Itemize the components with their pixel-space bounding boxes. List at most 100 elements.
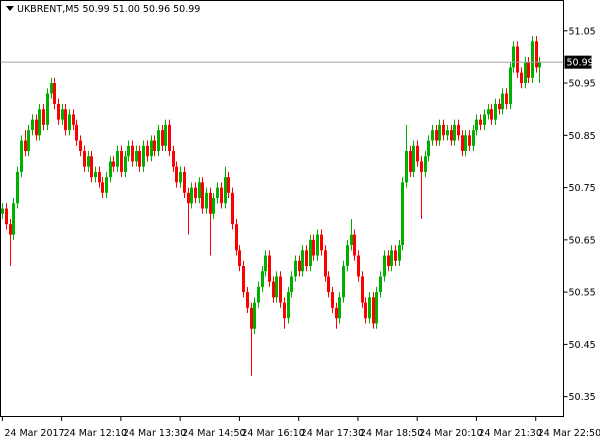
x-tick-label: 24 Mar 17:30 [301, 428, 364, 439]
candle-body [312, 239, 315, 256]
candle-body [68, 114, 71, 131]
x-tick-label: 24 Mar 14:50 [182, 428, 245, 439]
current-price-label: 50.99 [567, 58, 594, 69]
current-price-box [564, 55, 592, 69]
candle-body [468, 135, 471, 146]
candle-body [12, 203, 15, 235]
plot-frame [0, 0, 564, 417]
candle-body [53, 83, 56, 104]
candle-body [320, 234, 323, 251]
candle-body [375, 292, 378, 324]
candle-body [246, 292, 249, 308]
candle-body [361, 276, 364, 303]
candle-body [120, 151, 123, 172]
candle-body [498, 103, 501, 110]
candle-body [172, 151, 175, 167]
candle-body [212, 198, 215, 214]
candle-body [357, 255, 360, 277]
candle-body [327, 276, 330, 293]
candle-body [438, 124, 441, 141]
candle-body [116, 151, 119, 167]
candle-body [535, 41, 538, 68]
candle-body [183, 171, 186, 193]
candle-body [190, 187, 193, 204]
candle-body [490, 109, 493, 120]
candle-body [250, 307, 253, 329]
candle-body [442, 124, 445, 136]
candle-body [179, 171, 182, 183]
candle-body [9, 224, 12, 235]
candle-body [24, 140, 27, 152]
candle-body [87, 156, 90, 167]
candle-body [331, 292, 334, 308]
candle-body [20, 140, 23, 172]
candle-body [83, 151, 86, 167]
candle-body [109, 161, 112, 178]
x-tick-label: 24 Mar 16:10 [241, 428, 304, 439]
y-tick-label: 50.95 [569, 79, 596, 90]
candle-body [135, 151, 138, 162]
candle-body [64, 109, 67, 131]
candle-body [227, 177, 230, 193]
candle-body [146, 145, 149, 157]
candle-body [38, 109, 41, 136]
candle-body [368, 297, 371, 319]
candle-body [261, 271, 264, 287]
candle-body [61, 109, 64, 120]
candle-body [79, 140, 82, 152]
candle-body [131, 145, 134, 162]
candle-body [57, 103, 60, 120]
candle-body [194, 187, 197, 199]
y-tick-label: 50.65 [569, 235, 596, 246]
candle-body [209, 192, 212, 214]
candle-body [42, 109, 45, 125]
candle-body [524, 62, 527, 84]
candle-body [257, 286, 260, 303]
candle-body [279, 276, 282, 303]
candle-body [450, 130, 453, 141]
candle-body [105, 177, 108, 193]
candle-body [420, 161, 423, 172]
candle-body [464, 135, 467, 152]
candle-body [531, 41, 534, 78]
x-tick-label: 24 Mar 13:30 [123, 428, 186, 439]
candle-body [527, 62, 530, 78]
candle-body [157, 130, 160, 152]
candle-body [175, 166, 178, 183]
candle-body [275, 276, 278, 298]
candle-body [390, 250, 393, 266]
candle-body [72, 114, 75, 125]
candle-body [379, 276, 382, 293]
candle-body [94, 171, 97, 178]
candle-body [112, 161, 115, 167]
candle-body [231, 192, 234, 225]
candle-body [205, 192, 208, 209]
x-tick-label: 24 Mar 2017 [4, 428, 64, 439]
candle-body [364, 302, 367, 319]
candle-body [398, 245, 401, 261]
candle-body [168, 124, 171, 152]
candle-body [294, 260, 297, 277]
candle-body [309, 239, 312, 266]
candle-body [446, 130, 449, 136]
candle-body [287, 292, 290, 319]
candle-body [198, 182, 201, 199]
candle-body [35, 119, 38, 136]
candle-body [435, 130, 438, 141]
candle-body [412, 145, 415, 172]
candle-body [424, 156, 427, 172]
candle-body [316, 234, 319, 256]
candle-body [409, 151, 412, 172]
candle-body [272, 281, 275, 298]
candle-body [487, 109, 490, 115]
candle-body [253, 302, 256, 329]
candle-body [153, 140, 156, 152]
x-tick-label: 24 Mar 22:50 [538, 428, 600, 439]
candle-body [142, 145, 145, 167]
x-tick-label: 24 Mar 18:50 [360, 428, 423, 439]
candle-body [453, 124, 456, 141]
candle-body [90, 156, 93, 178]
candle-body [31, 119, 34, 131]
